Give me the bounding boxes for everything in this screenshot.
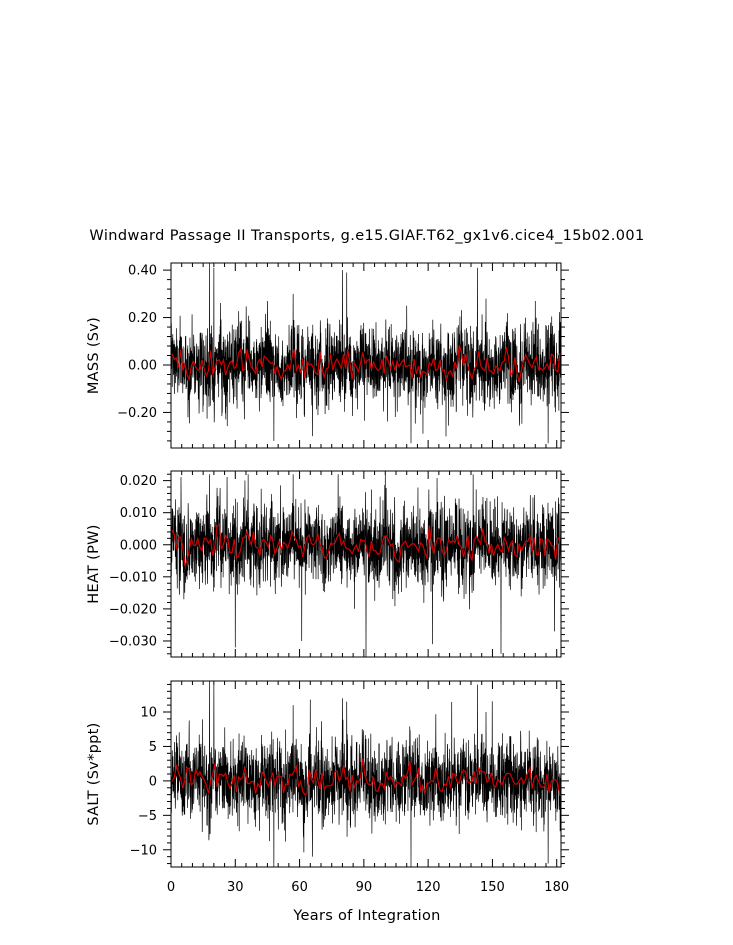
panel-mass: −0.20 0.00 0.20 0.40 MASS (Sv): [86, 262, 569, 449]
x-tick-label: 150: [480, 880, 505, 895]
y-axis-label: SALT (Sv*ppt): [86, 722, 102, 825]
panel-heat: −0.030 −0.020 −0.010 0.000 0.010 0.020 HEAT (P…: [86, 470, 569, 658]
y-tick-label: 0.020: [120, 474, 157, 489]
y-tick-label: 0.40: [128, 264, 157, 279]
series-line-monthly: [170, 680, 562, 868]
y-tick-label: −0.010: [109, 570, 157, 585]
series-line-annual-mean: [171, 758, 561, 797]
x-tick-label: 0: [167, 880, 175, 895]
x-tick-label: 60: [291, 880, 308, 895]
y-axis-label: MASS (Sv): [86, 317, 102, 394]
y-tick-label: −0.020: [109, 602, 157, 617]
y-tick-label: 10: [140, 706, 157, 721]
x-tick-label: 30: [227, 880, 244, 895]
y-tick-label: 0.010: [120, 506, 157, 521]
panel-salt: −10 −5 0 5 10 0 30 60 90 120 150 180 SALT (Sv*ppt): [86, 680, 569, 895]
x-tick-label: 120: [416, 880, 441, 895]
chart-title: Windward Passage II Transports, g.e15.GI…: [89, 228, 644, 244]
x-axis-label: Years of Integration: [292, 908, 440, 924]
y-tick-label: −0.20: [117, 406, 157, 421]
y-tick-label: −10: [130, 843, 157, 858]
series-line-annual-mean: [171, 523, 561, 567]
x-tick-label: 180: [544, 880, 569, 895]
y-tick-label: 0: [149, 774, 157, 789]
y-tick-label: 5: [149, 740, 157, 755]
y-tick-label: 0.00: [128, 358, 157, 373]
series-line-annual-mean: [171, 344, 561, 383]
y-tick-label: 0.20: [128, 311, 157, 326]
y-axis-label: HEAT (PW): [86, 524, 102, 603]
series-line-monthly: [170, 262, 562, 444]
x-tick-label: 90: [356, 880, 373, 895]
y-tick-label: −5: [138, 809, 157, 824]
y-tick-label: 0.000: [120, 538, 157, 553]
y-tick-label: −0.030: [109, 634, 157, 649]
